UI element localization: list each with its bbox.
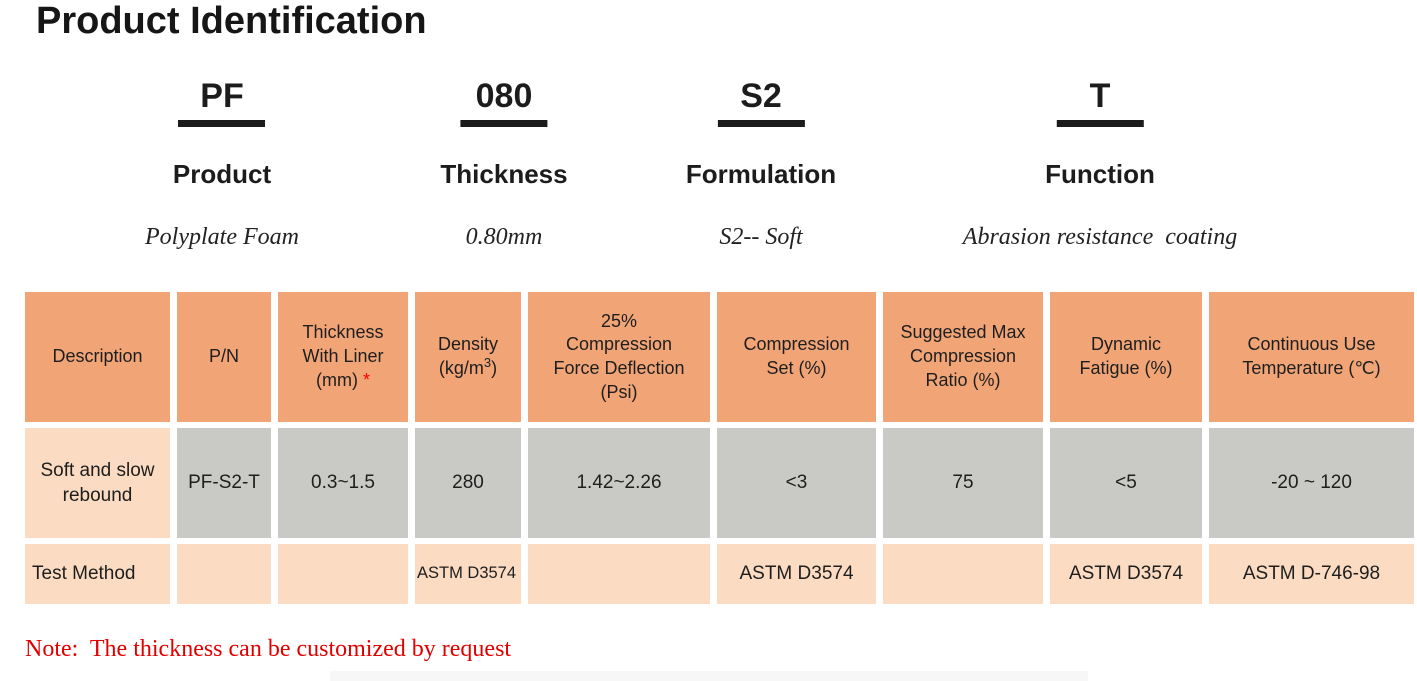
required-asterisk: *	[362, 369, 370, 390]
test-cell-compression-set: ASTM D3574	[717, 544, 876, 604]
test-cell-suggested-max-compression-ratio	[883, 544, 1043, 604]
test-cell-density: ASTM D3574	[415, 544, 521, 604]
code-desc-thickness: 0.80mm	[465, 224, 543, 251]
test-cell-label: Test Method	[25, 544, 170, 604]
header-cell-suggested-max-compression-ratio: Suggested Max Compression Ratio (%)	[883, 292, 1043, 422]
code-label-product: Product	[172, 159, 272, 190]
header-cell-thickness-with-liner: Thickness With Liner (mm) *	[278, 292, 408, 422]
density-header-unit-line: (kg/m3)	[438, 355, 498, 381]
code-column-formulation: S2 Formulation S2-- Soft	[685, 77, 837, 251]
code-underline	[717, 120, 805, 128]
spec-table: Description P/N Thickness With Liner (mm…	[25, 292, 1414, 604]
thickness-unit: (mm)	[315, 369, 358, 390]
code-function: T	[1089, 77, 1111, 115]
page-title: Product Identification	[36, 0, 427, 42]
data-cell-continuous-use-temperature: -20 ~ 120	[1209, 428, 1414, 538]
test-cell-thickness	[278, 544, 408, 604]
code-product: PF	[200, 77, 244, 115]
header-cell-compression-force-deflection: 25% Compression Force Deflection (Psi)	[528, 292, 710, 422]
bottom-page-edge-strip	[330, 671, 1088, 681]
density-unit-close: )	[491, 358, 498, 378]
test-cell-compression-force-deflection	[528, 544, 710, 604]
code-desc-formulation: S2-- Soft	[719, 224, 803, 251]
code-formulation: S2	[740, 77, 782, 115]
data-cell-pn: PF-S2-T	[177, 428, 271, 538]
test-cell-dynamic-fatigue: ASTM D3574	[1050, 544, 1202, 604]
data-cell-thickness: 0.3~1.5	[278, 428, 408, 538]
data-cell-suggested-max-compression-ratio: 75	[883, 428, 1043, 538]
header-cell-dynamic-fatigue: Dynamic Fatigue (%)	[1050, 292, 1202, 422]
test-cell-pn	[177, 544, 271, 604]
thickness-header-lines: Thickness With Liner	[302, 322, 384, 367]
code-underline	[1056, 120, 1144, 128]
data-cell-compression-set: <3	[717, 428, 876, 538]
data-cell-dynamic-fatigue: <5	[1050, 428, 1202, 538]
code-thickness: 080	[475, 77, 533, 115]
header-cell-compression-set: Compression Set (%)	[717, 292, 876, 422]
code-desc-product: Polyplate Foam	[145, 224, 299, 251]
data-cell-description: Soft and slow rebound	[25, 428, 170, 538]
thickness-header-unit-line: (mm) *	[316, 369, 370, 393]
code-column-product: PF Product Polyplate Foam	[145, 77, 299, 251]
code-desc-function: Abrasion resistance coating	[962, 224, 1238, 251]
header-cell-pn: P/N	[177, 292, 271, 422]
header-cell-description: Description	[25, 292, 170, 422]
code-underline	[178, 120, 266, 128]
density-unit-pre: (kg/m	[438, 358, 484, 378]
density-header-line1: Density	[437, 334, 499, 355]
density-unit-sup: 3	[483, 355, 492, 370]
header-cell-continuous-use-temperature: Continuous Use Temperature (℃)	[1209, 292, 1414, 422]
code-label-function: Function	[1045, 159, 1155, 190]
data-cell-density: 280	[415, 428, 521, 538]
code-column-function: T Function Abrasion resistance coating	[962, 77, 1238, 251]
test-cell-continuous-use-temperature: ASTM D-746-98	[1209, 544, 1414, 604]
code-label-formulation: Formulation	[685, 159, 837, 190]
data-cell-compression-force-deflection: 1.42~2.26	[528, 428, 710, 538]
thickness-note: Note: The thickness can be customized by…	[25, 636, 512, 662]
code-underline	[460, 120, 548, 128]
header-cell-density: Density (kg/m3)	[415, 292, 521, 422]
code-column-thickness: 080 Thickness 0.80mm	[440, 77, 568, 251]
code-label-thickness: Thickness	[440, 159, 568, 190]
